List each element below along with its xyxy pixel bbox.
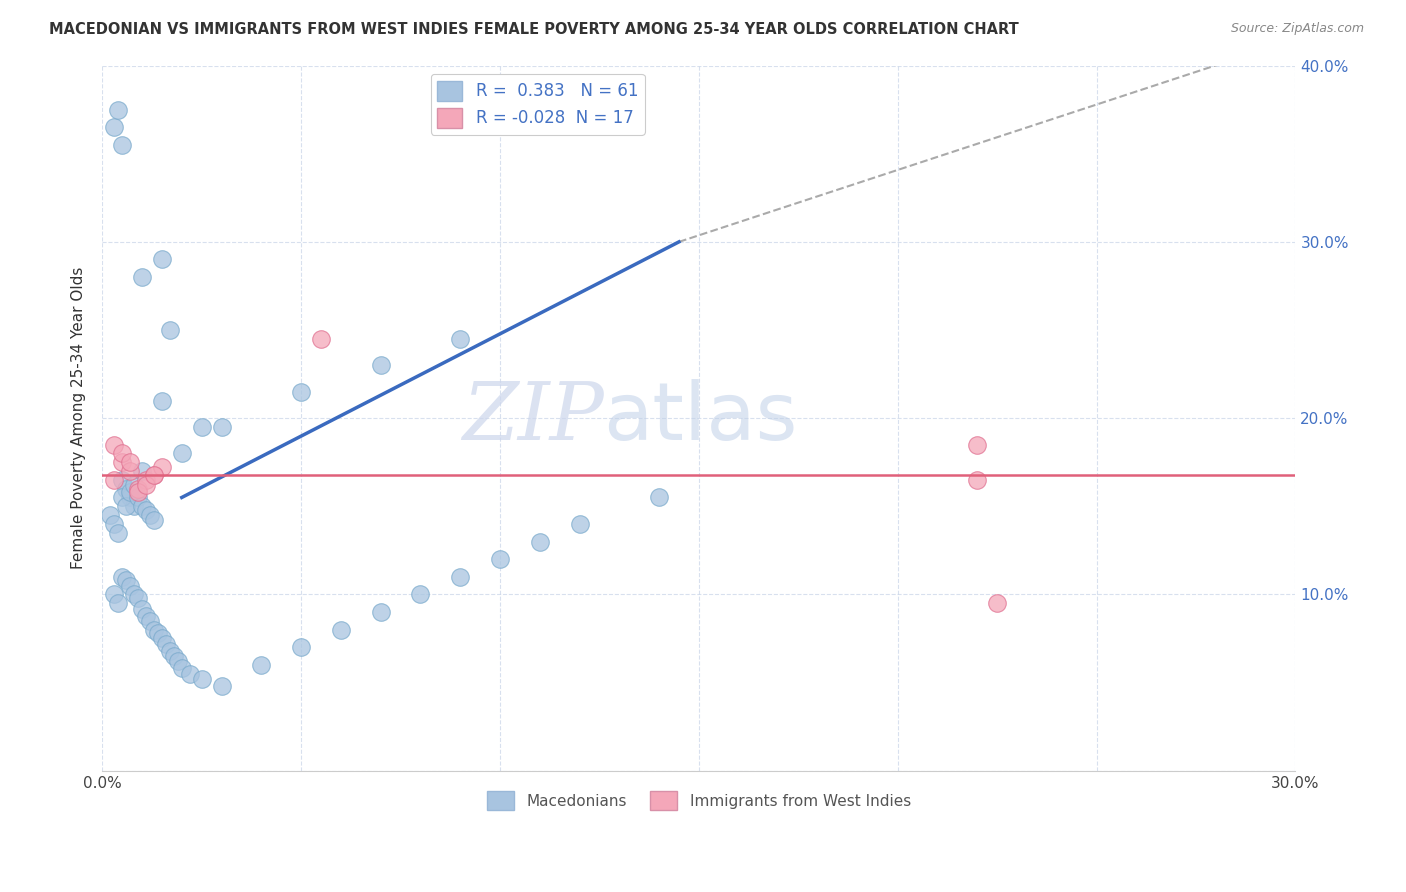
Point	[111, 491, 134, 505]
Point	[250, 657, 273, 672]
Point	[131, 464, 153, 478]
Point	[107, 525, 129, 540]
Point	[409, 587, 432, 601]
Point	[179, 666, 201, 681]
Point	[370, 605, 392, 619]
Point	[115, 482, 138, 496]
Text: MACEDONIAN VS IMMIGRANTS FROM WEST INDIES FEMALE POVERTY AMONG 25-34 YEAR OLDS C: MACEDONIAN VS IMMIGRANTS FROM WEST INDIE…	[49, 22, 1019, 37]
Text: ZIP: ZIP	[461, 379, 603, 457]
Point	[139, 614, 162, 628]
Point	[290, 640, 312, 655]
Point	[127, 485, 149, 500]
Point	[122, 587, 145, 601]
Point	[170, 446, 193, 460]
Point	[568, 516, 591, 531]
Point	[211, 420, 233, 434]
Point	[155, 637, 177, 651]
Point	[127, 491, 149, 505]
Point	[118, 485, 141, 500]
Point	[122, 500, 145, 514]
Point	[127, 591, 149, 605]
Point	[131, 601, 153, 615]
Point	[966, 437, 988, 451]
Point	[150, 393, 173, 408]
Point	[103, 473, 125, 487]
Point	[111, 473, 134, 487]
Point	[142, 467, 165, 482]
Point	[107, 596, 129, 610]
Point	[190, 672, 212, 686]
Point	[163, 649, 186, 664]
Point	[115, 500, 138, 514]
Point	[648, 491, 671, 505]
Point	[370, 358, 392, 372]
Point	[135, 478, 157, 492]
Point	[111, 446, 134, 460]
Point	[127, 482, 149, 496]
Point	[142, 623, 165, 637]
Point	[150, 252, 173, 267]
Point	[103, 516, 125, 531]
Point	[211, 679, 233, 693]
Point	[122, 478, 145, 492]
Point	[142, 513, 165, 527]
Point	[103, 120, 125, 135]
Point	[139, 508, 162, 522]
Y-axis label: Female Poverty Among 25-34 Year Olds: Female Poverty Among 25-34 Year Olds	[72, 267, 86, 569]
Point	[131, 500, 153, 514]
Point	[159, 644, 181, 658]
Point	[986, 596, 1008, 610]
Point	[190, 420, 212, 434]
Point	[111, 570, 134, 584]
Point	[118, 464, 141, 478]
Point	[135, 473, 157, 487]
Text: atlas: atlas	[603, 379, 797, 457]
Point	[111, 137, 134, 152]
Point	[98, 508, 121, 522]
Point	[166, 654, 188, 668]
Point	[449, 332, 471, 346]
Point	[118, 579, 141, 593]
Point	[309, 332, 332, 346]
Point	[150, 460, 173, 475]
Point	[170, 661, 193, 675]
Point	[449, 570, 471, 584]
Point	[489, 552, 512, 566]
Point	[529, 534, 551, 549]
Point	[966, 473, 988, 487]
Point	[135, 608, 157, 623]
Point	[115, 574, 138, 588]
Point	[150, 632, 173, 646]
Point	[146, 626, 169, 640]
Point	[118, 491, 141, 505]
Point	[142, 467, 165, 482]
Point	[131, 270, 153, 285]
Point	[329, 623, 352, 637]
Point	[103, 587, 125, 601]
Point	[290, 384, 312, 399]
Point	[107, 103, 129, 117]
Point	[159, 323, 181, 337]
Legend: Macedonians, Immigrants from West Indies: Macedonians, Immigrants from West Indies	[481, 785, 917, 816]
Point	[111, 455, 134, 469]
Text: Source: ZipAtlas.com: Source: ZipAtlas.com	[1230, 22, 1364, 36]
Point	[135, 503, 157, 517]
Point	[103, 437, 125, 451]
Point	[118, 455, 141, 469]
